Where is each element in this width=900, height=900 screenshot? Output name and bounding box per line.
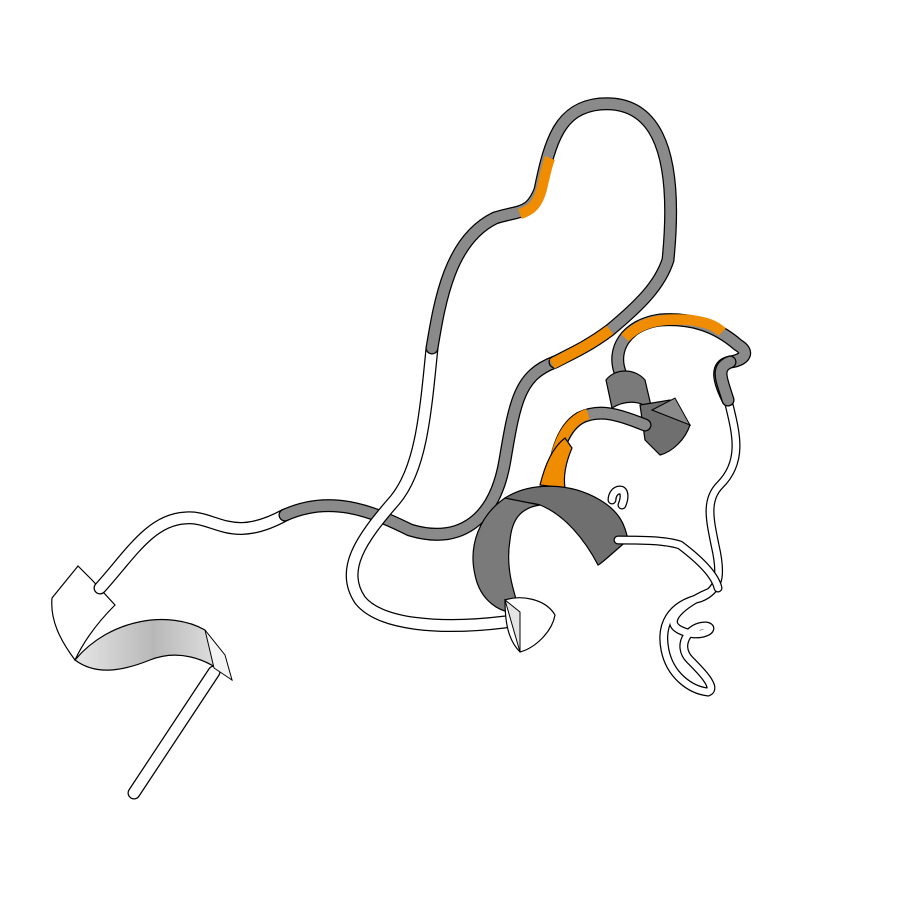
coil-white-right xyxy=(613,395,741,697)
coil-white-lower-loop xyxy=(345,341,512,632)
highlight-orange-1 xyxy=(518,155,555,219)
n-terminal-region xyxy=(51,508,292,800)
highlight-orange-3 xyxy=(621,314,726,342)
coil-gray-middle xyxy=(278,355,562,541)
highlight-orange-2 xyxy=(549,325,614,369)
coil-upper-hairpin xyxy=(425,97,678,369)
helix-central xyxy=(472,406,652,653)
coil-gray-transitions xyxy=(714,355,737,407)
helix-n-terminal xyxy=(74,619,233,681)
